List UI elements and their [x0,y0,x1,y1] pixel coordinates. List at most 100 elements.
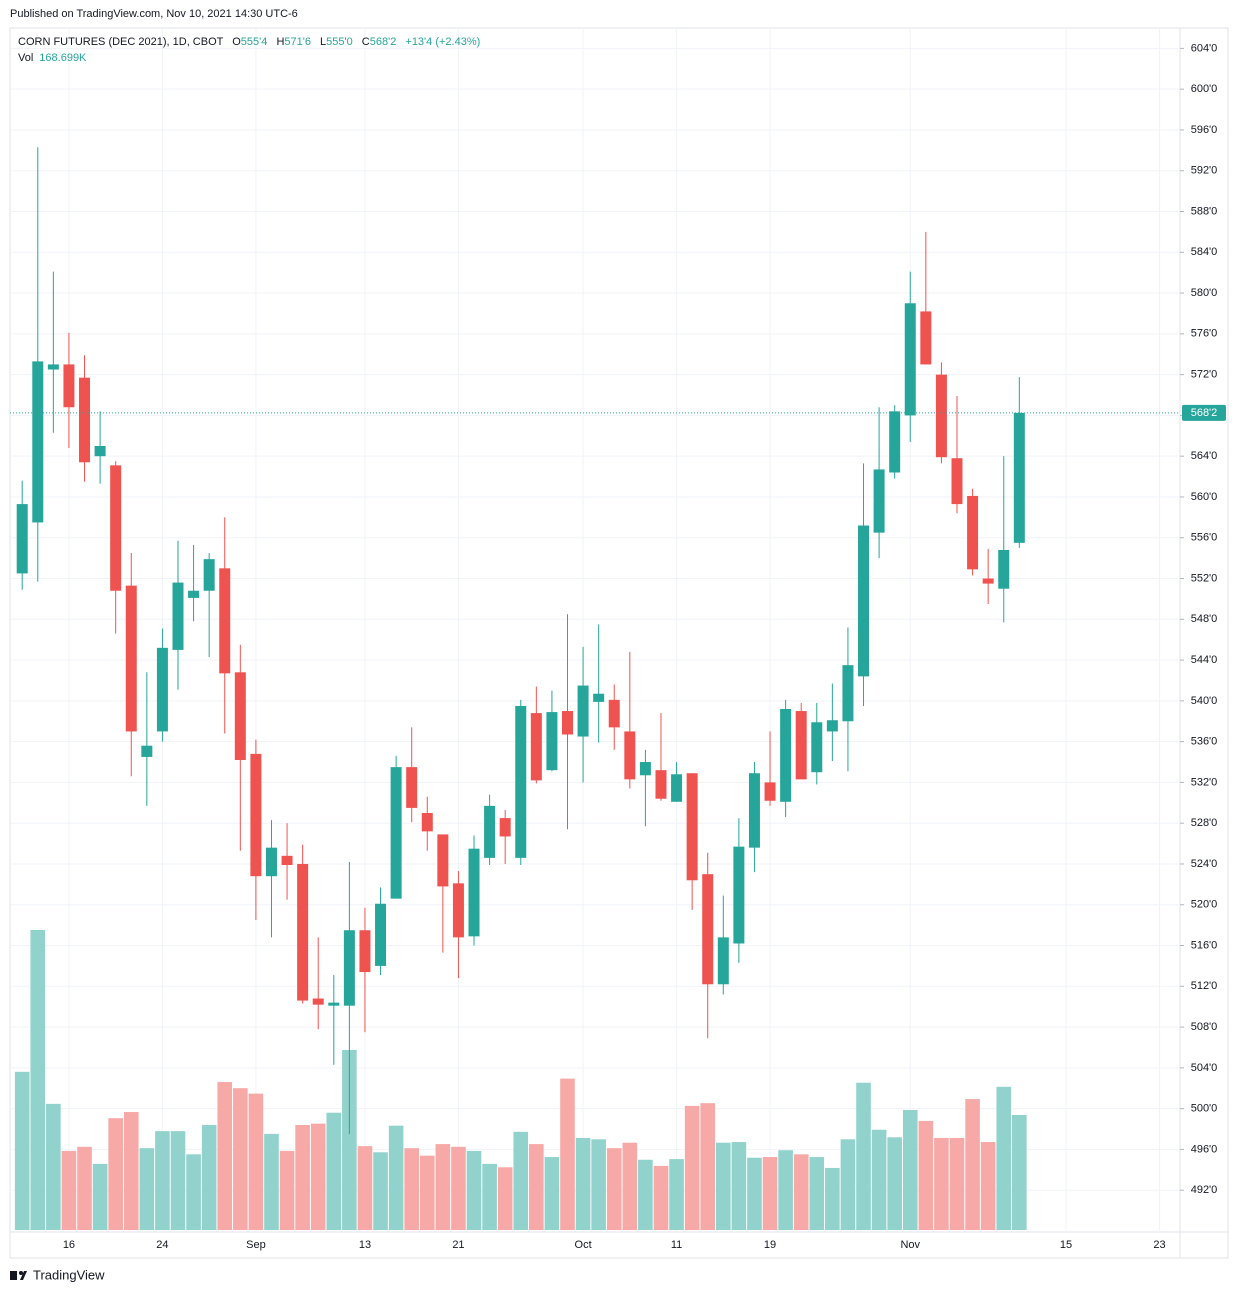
candle-body [47,364,59,370]
volume-bar [248,1093,264,1230]
volume-bar [170,1131,186,1230]
x-tick-label: Nov [900,1239,920,1251]
vol-value: 168.699K [39,52,87,64]
y-tick-label: 572'0 [1191,369,1218,381]
volume-bar [762,1157,778,1230]
volume-bar [77,1146,92,1230]
volume-bar [61,1150,77,1230]
y-tick-label: 524'0 [1191,858,1218,870]
candle-body [889,411,901,473]
y-tick-label: 508'0 [1191,1021,1218,1033]
volume-bar [560,1078,575,1230]
y-tick-label: 516'0 [1191,939,1218,951]
candle-body [219,568,231,674]
volume-bar [217,1082,233,1230]
y-tick-label: 556'0 [1191,532,1218,544]
volume-bar [482,1163,497,1230]
volume-bar [638,1159,653,1230]
volume-bar [373,1152,388,1230]
candle-body [967,495,979,570]
volume-bar [108,1118,123,1230]
candle-body [982,578,994,584]
candle-body [920,311,932,365]
volume-bar [342,1050,357,1230]
volume-bar [233,1088,248,1230]
volume-bar [357,1146,373,1230]
candle-body [780,709,792,802]
c-value: 568'2 [370,36,397,48]
candle-body [858,525,870,677]
volume-bar [747,1157,762,1230]
volume-bar [295,1125,310,1230]
volume-bar [201,1125,217,1230]
y-tick-label: 548'0 [1191,613,1218,625]
c-label: C [362,36,370,48]
candle-body [826,720,838,732]
candle-body [141,745,153,757]
candle-body [63,364,75,408]
volume-bar [310,1123,326,1230]
x-tick-label: 16 [63,1239,75,1251]
y-tick-label: 540'0 [1191,695,1218,707]
volume-bar [731,1142,747,1230]
candle-body [156,647,168,732]
o-label: O [232,36,241,48]
volume-bar [466,1150,482,1230]
volume-bar [684,1105,700,1230]
candle-body [624,731,636,780]
volume-bar [856,1082,871,1230]
candle-body [375,903,387,966]
y-tick-label: 596'0 [1191,124,1218,136]
volume-bar [622,1142,638,1230]
y-tick-label: 536'0 [1191,736,1218,748]
candle-body [842,665,854,722]
candle-body [795,711,807,780]
volume-bar [716,1142,731,1230]
grid [10,28,1180,1232]
volume-bar [326,1112,342,1230]
y-tick-label: 528'0 [1191,817,1218,829]
volume-pane [14,930,1027,1230]
volume-bar [497,1167,513,1230]
y-tick-label: 496'0 [1191,1143,1218,1155]
x-tick-label: 13 [359,1239,371,1251]
candle-body [499,818,511,837]
candle-body [593,693,605,702]
candle-body [79,377,91,463]
volume-bar [92,1163,108,1230]
volume-bar [513,1131,529,1230]
h-value: 571'6 [284,36,311,48]
x-tick-label: 23 [1153,1239,1165,1251]
volume-bar [965,1099,980,1230]
volume-bar [14,1071,30,1230]
y-tick-label: 512'0 [1191,980,1218,992]
candle-body [328,1002,340,1006]
candle-body [577,685,589,737]
candle-body [188,590,200,598]
volume-bar [825,1167,840,1230]
candle-body [764,782,776,801]
volume-bar [186,1154,201,1230]
candle-body [32,361,44,523]
y-tick-label: 600'0 [1191,83,1218,95]
y-tick-label: 500'0 [1191,1103,1218,1115]
volume-bar [419,1155,435,1230]
volume-bar [123,1112,139,1230]
x-tick-label: Oct [575,1239,592,1251]
volume-bar [544,1157,560,1230]
candle-body [702,874,714,985]
volume-bar [902,1110,918,1230]
candle-body [686,773,698,881]
volume-bar [591,1139,606,1230]
legend-line: CORN FUTURES (DEC 2021), 1D, CBOT O555'4… [18,36,480,48]
volume-legend: Vol 168.699K [18,52,87,64]
candle-body [733,846,745,944]
candle-body [717,937,729,985]
volume-bar [404,1148,419,1230]
volume-bar [949,1137,965,1230]
candle-body [421,812,433,832]
volume-bar [840,1139,856,1230]
candle-body [515,705,527,858]
last-price-label: 568'2 [1191,407,1218,419]
